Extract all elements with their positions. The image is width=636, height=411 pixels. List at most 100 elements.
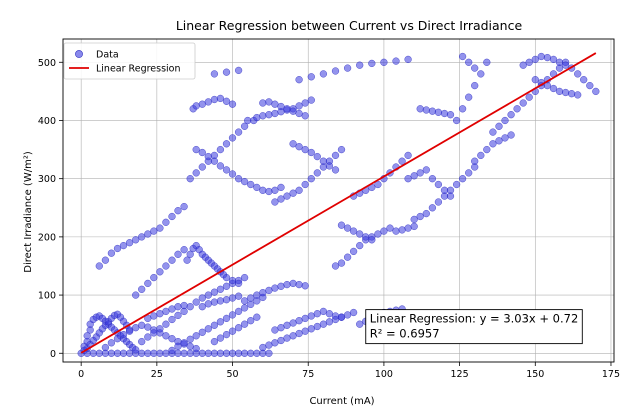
data-point — [186, 175, 194, 183]
data-point — [228, 100, 237, 108]
data-point — [331, 262, 340, 270]
data-point — [168, 335, 176, 343]
data-point — [344, 224, 352, 232]
x-tick-label: 125 — [451, 369, 469, 380]
data-point — [289, 189, 297, 197]
data-point — [356, 242, 364, 250]
data-point — [580, 76, 588, 84]
data-point — [198, 303, 206, 311]
x-tick-label: 175 — [602, 369, 620, 380]
data-point — [210, 95, 219, 104]
data-point — [174, 303, 182, 311]
data-point — [241, 304, 249, 312]
data-point — [259, 99, 267, 107]
data-point — [507, 131, 515, 139]
data-point — [271, 186, 279, 194]
data-point — [428, 175, 437, 183]
data-point — [101, 256, 110, 264]
data-point — [259, 112, 267, 120]
data-point — [192, 332, 200, 340]
data-point — [459, 175, 467, 183]
data-point — [119, 242, 128, 250]
data-point — [210, 349, 219, 357]
data-point — [241, 178, 249, 186]
data-point — [216, 146, 225, 154]
data-point — [356, 61, 364, 69]
data-point — [253, 291, 261, 299]
data-point — [301, 180, 309, 189]
data-point — [471, 157, 479, 165]
data-point — [549, 55, 558, 64]
data-point — [198, 163, 206, 171]
data-point — [198, 100, 206, 108]
data-point — [241, 274, 249, 282]
data-point — [331, 151, 340, 160]
data-point — [241, 297, 249, 305]
data-point — [477, 70, 485, 78]
data-point — [301, 146, 309, 154]
data-point — [253, 349, 261, 357]
data-point — [301, 112, 309, 120]
data-point — [453, 116, 461, 125]
data-point — [465, 169, 473, 177]
data-point — [567, 90, 576, 98]
data-point — [561, 61, 570, 69]
data-point — [126, 239, 134, 247]
data-point — [222, 331, 231, 339]
data-point — [453, 180, 461, 189]
data-point — [446, 192, 455, 200]
data-point — [186, 250, 194, 258]
data-point — [241, 320, 249, 328]
data-point — [483, 146, 491, 154]
data-point — [446, 111, 455, 119]
data-point — [574, 91, 582, 99]
data-point — [186, 349, 194, 357]
data-point — [192, 169, 200, 177]
data-point — [428, 107, 437, 115]
data-point — [271, 109, 279, 118]
data-point — [144, 333, 152, 341]
y-tick-label: 300 — [38, 174, 56, 185]
data-point — [150, 274, 158, 282]
data-point — [392, 57, 400, 65]
y-tick-label: 400 — [38, 116, 56, 127]
data-point — [247, 294, 255, 302]
data-point — [531, 55, 539, 64]
data-point — [295, 109, 303, 118]
data-point — [295, 281, 303, 289]
data-point — [174, 342, 182, 350]
data-point — [168, 346, 176, 355]
data-point — [180, 246, 188, 254]
data-point — [495, 122, 503, 130]
data-point — [174, 250, 182, 258]
data-point — [295, 329, 303, 338]
data-point — [410, 222, 418, 231]
data-point — [150, 329, 158, 337]
data-point — [156, 224, 164, 232]
data-point — [168, 212, 176, 221]
data-point — [174, 207, 182, 215]
x-tick-label: 100 — [375, 369, 393, 380]
data-point — [235, 175, 243, 183]
data-point — [204, 349, 212, 357]
data-point — [422, 106, 430, 114]
data-point — [307, 96, 315, 104]
data-point — [434, 180, 443, 189]
data-point — [210, 321, 219, 329]
data-point — [204, 325, 212, 333]
data-point — [374, 230, 382, 238]
data-point — [198, 148, 206, 157]
data-point — [434, 108, 443, 116]
data-point — [192, 298, 200, 306]
chart-title: Linear Regression between Current vs Dir… — [176, 18, 523, 33]
data-point — [265, 286, 273, 295]
data-point — [410, 215, 418, 224]
data-point — [301, 99, 309, 107]
data-point — [265, 349, 273, 357]
data-point — [277, 324, 285, 332]
data-point — [295, 102, 303, 110]
data-point — [168, 305, 176, 313]
data-point — [471, 64, 479, 72]
data-point — [216, 334, 225, 342]
legend-data-marker-icon — [75, 50, 83, 58]
